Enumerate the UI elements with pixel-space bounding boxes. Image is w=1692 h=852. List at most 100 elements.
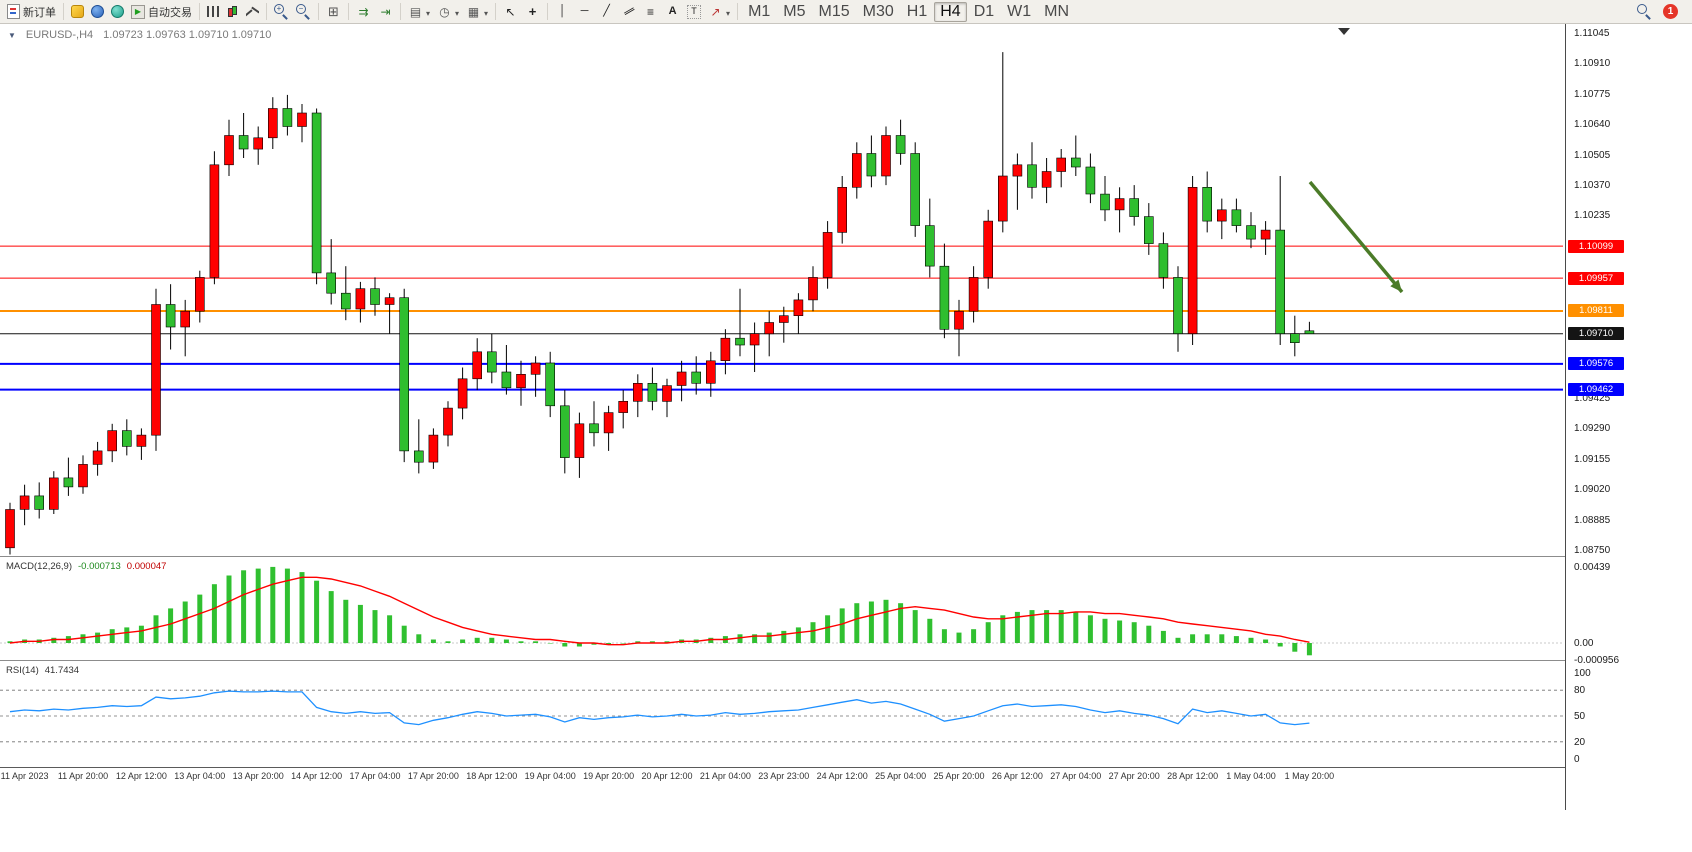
toolbar-separator [737, 3, 739, 20]
candle [384, 297, 395, 305]
sq-blue-icon [91, 5, 104, 18]
time-axis-label: 17 Apr 20:00 [407, 771, 459, 781]
one-click-trading-toggle[interactable] [8, 31, 16, 40]
time-axis-label: 1 May 04:00 [1226, 771, 1276, 781]
mql5-community-button[interactable] [108, 2, 127, 22]
candle [1056, 157, 1066, 172]
cursor-button[interactable] [500, 2, 521, 22]
chart-shift-marker[interactable] [1338, 28, 1350, 35]
templates-button[interactable] [463, 2, 491, 22]
timeframe-m5[interactable]: M5 [777, 2, 811, 22]
candle [501, 371, 512, 389]
rsi-axis-label: 100 [1574, 668, 1591, 679]
candle [1144, 216, 1154, 244]
candle [764, 322, 775, 335]
main-chart-canvas[interactable] [0, 24, 1563, 556]
search-button[interactable] [1634, 2, 1655, 22]
notification-badge[interactable]: 1 [1663, 4, 1678, 19]
macd-axis-label: 0.00 [1574, 638, 1594, 649]
candle [1187, 187, 1198, 334]
arrows-button[interactable] [705, 2, 733, 22]
periods-button[interactable] [434, 2, 462, 22]
vertical-line-button[interactable] [552, 2, 573, 22]
new-order-button[interactable]: 新订单 [4, 2, 59, 22]
text-label-button[interactable] [684, 2, 704, 22]
bar-chart-button[interactable] [204, 2, 222, 22]
metaeditor-button[interactable] [68, 2, 87, 22]
horizontal-line-button[interactable] [574, 2, 595, 22]
time-axis-label: 18 Apr 12:00 [466, 771, 518, 781]
crosshair-button[interactable] [522, 2, 543, 22]
zoom-out-button[interactable] [293, 2, 314, 22]
tile-windows-button[interactable] [323, 2, 344, 22]
equidistant-channel-button[interactable] [618, 2, 639, 22]
macd-name: MACD(12,26,9) [6, 561, 72, 572]
macd-main-value: -0.000713 [78, 561, 121, 572]
candle [851, 153, 862, 188]
candle [5, 509, 15, 549]
panel-splitter[interactable] [0, 556, 1692, 559]
new-order-button-label: 新订单 [23, 6, 56, 19]
candles-icon [226, 5, 239, 18]
candle [370, 288, 380, 305]
rsi-axis-label: 50 [1574, 711, 1586, 722]
candle [618, 400, 629, 413]
text-button[interactable] [662, 2, 683, 22]
crosshair-icon [525, 4, 540, 19]
price-line-badge: 1.10099 [1568, 239, 1624, 253]
timeframe-m30[interactable]: M30 [857, 2, 900, 22]
timeframe-m15[interactable]: M15 [813, 2, 856, 22]
candlestick-chart-button[interactable] [223, 2, 242, 22]
price-tick-label: 1.10505 [1574, 149, 1611, 161]
candle [209, 164, 220, 278]
candle [34, 495, 45, 510]
timeframe-d1[interactable]: D1 [968, 2, 1000, 22]
panel-splitter[interactable] [0, 660, 1692, 663]
macd-canvas[interactable] [0, 559, 1563, 660]
toolbar-separator [495, 3, 497, 20]
candle [647, 382, 658, 402]
trendline-icon [599, 4, 614, 19]
fibo-icon [643, 4, 658, 19]
toolbar-separator [400, 3, 401, 20]
timeframe-m1[interactable]: M1 [742, 2, 776, 22]
trend-arrow-annotation[interactable] [1308, 180, 1404, 294]
price-tick-label: 1.08885 [1574, 514, 1611, 526]
trendline-button[interactable] [596, 2, 617, 22]
candle [472, 351, 483, 380]
candle [1100, 193, 1110, 211]
timeframe-mn[interactable]: MN [1038, 2, 1075, 22]
candle [603, 412, 614, 434]
candle [224, 135, 234, 166]
toolbar-separator [199, 3, 200, 20]
candle [1202, 187, 1212, 222]
rsi-canvas[interactable] [0, 663, 1563, 767]
auto-scroll-button[interactable] [353, 2, 374, 22]
chart-shift-button[interactable] [375, 2, 396, 22]
candle [92, 450, 103, 465]
macd-axis-label: -0.000956 [1574, 654, 1620, 666]
timeframe-h1[interactable]: H1 [901, 2, 933, 22]
price-tick-label: 1.10235 [1574, 210, 1611, 222]
candle [443, 407, 453, 436]
timeframe-h4[interactable]: H4 [934, 1, 967, 22]
time-axis-label: 1 May 20:00 [1284, 771, 1335, 781]
time-axis-label: 11 Apr 20:00 [57, 771, 109, 781]
market-watch-button[interactable] [88, 2, 107, 22]
autotrade-icon [131, 4, 145, 19]
new-chart-button[interactable] [405, 2, 433, 22]
dropdown-arrow-icon [426, 3, 430, 21]
fibonacci-button[interactable] [640, 2, 661, 22]
time-axis-label: 21 Apr 04:00 [699, 771, 751, 781]
candle [19, 495, 30, 510]
rsi-indicator-label: RSI(14) 41.7434 [6, 665, 79, 676]
candle [1260, 229, 1271, 240]
time-axis-label: 27 Apr 04:00 [1050, 771, 1102, 781]
line-chart-button[interactable] [243, 2, 262, 22]
autotrading-button[interactable]: 自动交易 [128, 2, 195, 22]
arrows-icon [708, 4, 723, 19]
zoom-in-button[interactable] [271, 2, 292, 22]
candle [428, 434, 439, 463]
timeframe-w1[interactable]: W1 [1001, 2, 1037, 22]
